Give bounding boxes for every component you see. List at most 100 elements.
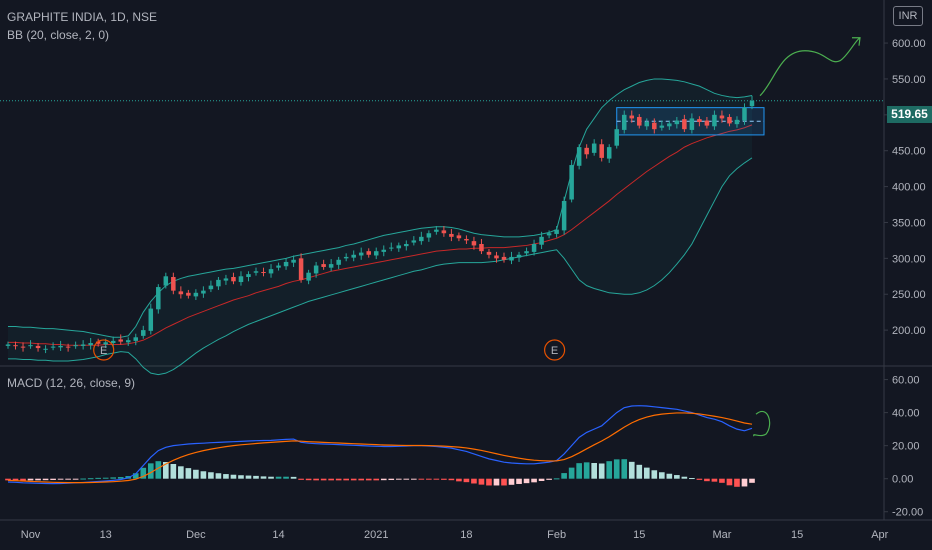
candle-body bbox=[712, 114, 717, 127]
macd-hist-bar bbox=[380, 478, 387, 481]
candle-body bbox=[659, 125, 665, 128]
time-tick-label: 13 bbox=[100, 529, 112, 541]
macd-hist-bar bbox=[696, 478, 703, 480]
macd-hist-bar bbox=[373, 478, 380, 481]
candle-body bbox=[351, 254, 356, 258]
macd-hist-bar bbox=[501, 478, 507, 486]
candle-body bbox=[13, 345, 18, 347]
candle-body bbox=[268, 269, 274, 274]
price-tick-label: 600.00 bbox=[892, 38, 926, 50]
macd-hist-bar bbox=[215, 473, 222, 479]
candle-body bbox=[298, 258, 304, 280]
bb-upper-line bbox=[8, 78, 753, 338]
macd-hist-bar bbox=[561, 473, 567, 479]
candle-body bbox=[411, 240, 417, 243]
candle-body bbox=[118, 339, 123, 342]
candle-body bbox=[501, 256, 507, 260]
macd-hist-bar bbox=[238, 475, 244, 479]
candle-body bbox=[238, 276, 244, 283]
candle-body bbox=[148, 308, 154, 331]
candle-body bbox=[419, 236, 424, 242]
macd-hist-bar bbox=[268, 476, 274, 479]
candle-body bbox=[584, 147, 589, 155]
symbol-legend[interactable]: GRAPHITE INDIA, 1D, NSE bbox=[7, 10, 158, 24]
candle-body bbox=[742, 107, 747, 121]
candle-body bbox=[358, 252, 364, 256]
macd-hist-bar bbox=[546, 478, 552, 480]
macd-hist-bar bbox=[72, 478, 79, 480]
macd-hist-bar bbox=[20, 478, 26, 481]
macd-hist-bar bbox=[643, 467, 650, 479]
macd-hist-bar bbox=[726, 478, 733, 486]
time-tick-label: 18 bbox=[460, 529, 472, 541]
candle-body bbox=[208, 285, 214, 290]
macd-hist-bar bbox=[651, 470, 658, 479]
candle-body bbox=[576, 147, 582, 166]
candle-body bbox=[328, 264, 334, 268]
macd-hist-bar bbox=[598, 463, 605, 479]
macd-hist-bar bbox=[704, 478, 710, 482]
macd-hist-bar bbox=[448, 478, 455, 481]
macd-hist-bar bbox=[365, 478, 372, 481]
price-tick-label: 400.00 bbox=[892, 182, 926, 194]
macd-hist-bar bbox=[350, 478, 357, 481]
time-tick-label: Dec bbox=[186, 529, 206, 541]
candle-body bbox=[606, 147, 612, 159]
macd-hist-bar bbox=[418, 478, 425, 480]
macd-hist-bar bbox=[27, 478, 34, 481]
macd-hist-bar bbox=[681, 476, 688, 479]
macd-tick-label: -20.00 bbox=[892, 507, 923, 519]
macd-hist-bar bbox=[298, 478, 304, 480]
candle-body bbox=[674, 120, 680, 125]
macd-hist-bar bbox=[689, 478, 695, 480]
candle-body bbox=[103, 342, 108, 345]
earnings-marker bbox=[93, 339, 115, 361]
candle-body bbox=[426, 233, 432, 238]
time-tick-label: 14 bbox=[272, 529, 284, 541]
candle-body bbox=[321, 264, 326, 267]
candle-body bbox=[88, 343, 93, 346]
macd-hist-bar bbox=[553, 478, 560, 480]
macd-hist-bar bbox=[140, 467, 147, 479]
candle-body bbox=[682, 119, 687, 130]
earnings-label: E bbox=[100, 345, 107, 357]
candle-body bbox=[133, 337, 139, 341]
candle-body bbox=[734, 119, 740, 125]
bb-legend[interactable]: BB (20, close, 2, 0) bbox=[7, 28, 110, 42]
candle-body bbox=[749, 100, 755, 107]
macd-hist-bar bbox=[223, 474, 229, 479]
macd-hist-bar bbox=[613, 459, 620, 479]
candle-body bbox=[591, 143, 597, 153]
currency-button[interactable]: INR bbox=[893, 6, 923, 26]
price-tick-label: 350.00 bbox=[892, 217, 926, 229]
macd-hist-bar bbox=[343, 478, 349, 481]
candle-body bbox=[621, 114, 627, 130]
candle-body bbox=[178, 291, 184, 295]
candle-body bbox=[253, 271, 259, 273]
earnings-marker bbox=[544, 339, 566, 361]
macd-hist-bar bbox=[583, 462, 590, 479]
candle-body bbox=[516, 254, 522, 258]
candle-body bbox=[396, 245, 402, 249]
price-tick-label: 300.00 bbox=[892, 253, 926, 265]
macd-hist-bar bbox=[132, 473, 139, 479]
candle-body bbox=[464, 238, 469, 241]
macd-hist-bar bbox=[471, 478, 477, 484]
candle-body bbox=[125, 340, 131, 343]
macd-hist-bar bbox=[749, 478, 755, 483]
candle-body bbox=[80, 344, 86, 346]
macd-hist-bar bbox=[12, 478, 19, 481]
price-tick-label: 250.00 bbox=[892, 289, 926, 301]
macd-hist-bar bbox=[102, 477, 109, 479]
candle-body bbox=[231, 277, 236, 282]
macd-hist-bar bbox=[305, 478, 312, 481]
macd-hist-bar bbox=[155, 461, 162, 479]
time-tick-label: Feb bbox=[547, 529, 566, 541]
macd-hist-bar bbox=[621, 459, 628, 479]
macd-legend[interactable]: MACD (12, 26, close, 9) bbox=[7, 376, 136, 390]
candle-body bbox=[336, 259, 341, 265]
macd-hist-bar bbox=[260, 476, 267, 479]
macd-hist-bar bbox=[591, 463, 597, 479]
candle-body bbox=[652, 122, 657, 130]
